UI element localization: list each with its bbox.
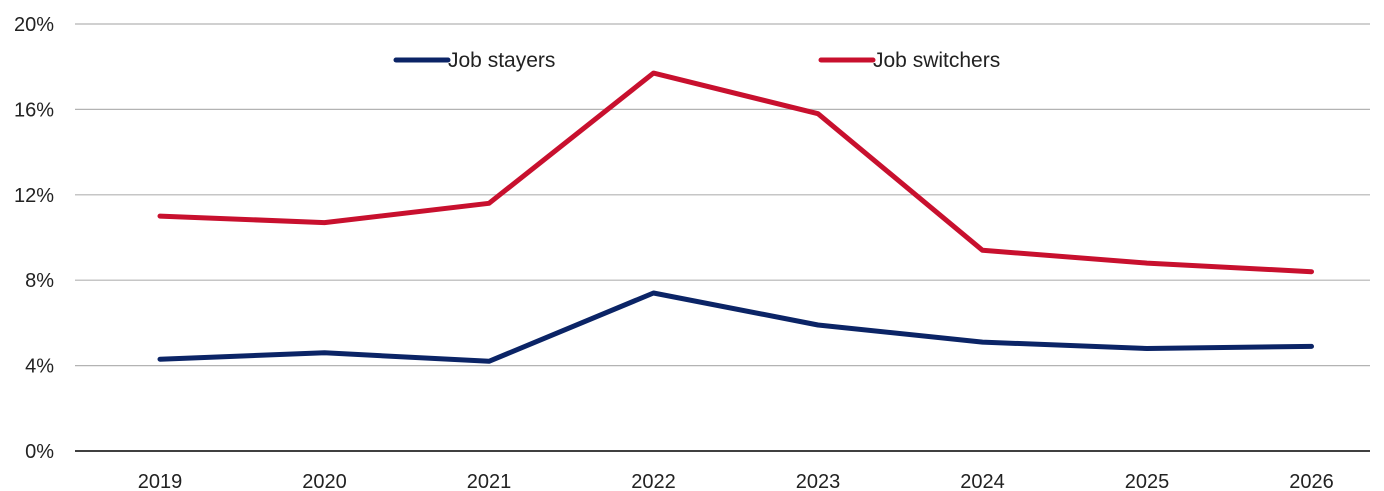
y-tick-label: 16% (14, 99, 54, 121)
series-line-job-stayers (157, 290, 1314, 364)
y-tick-label: 4% (25, 356, 54, 378)
series-lines (157, 70, 1314, 364)
x-tick-label: 2021 (467, 471, 512, 491)
x-tick-label: 2025 (1125, 471, 1170, 491)
x-tick-label: 2026 (1289, 471, 1334, 491)
legend-item-job-stayers: Job stayers (393, 49, 555, 72)
x-tick-label: 2019 (138, 471, 183, 491)
y-tick-label: 0% (25, 441, 54, 463)
legend-label: Job stayers (448, 49, 555, 72)
x-tick-label: 2022 (631, 471, 676, 491)
series-line-job-switchers (157, 70, 1314, 275)
x-tick-label: 2020 (302, 471, 347, 491)
x-axis-tick-labels: 2019 2020 2021 2022 2023 2024 2025 2026 (138, 471, 1334, 491)
y-tick-label: 20% (14, 14, 54, 36)
y-tick-label: 12% (14, 185, 54, 207)
legend-label: Job switchers (873, 49, 1000, 72)
x-tick-label: 2023 (796, 471, 841, 491)
gridlines (75, 23, 1370, 452)
legend: Job stayers Job switchers (393, 49, 1000, 72)
y-tick-label: 8% (25, 270, 54, 292)
legend-item-job-switchers: Job switchers (818, 49, 1000, 72)
x-tick-label: 2024 (960, 471, 1005, 491)
y-axis-tick-labels: 0% 4% 8% 12% 16% 20% (14, 14, 54, 463)
